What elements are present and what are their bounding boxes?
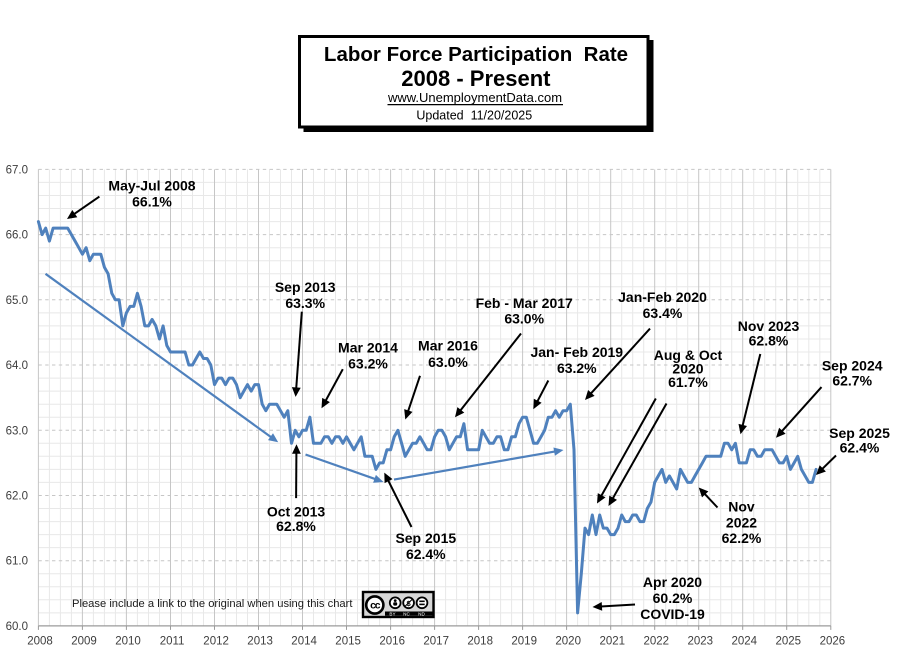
svg-text:ND: ND: [418, 611, 425, 616]
svg-text:2013: 2013: [247, 636, 273, 648]
svg-text:Jan-Feb 2020: Jan-Feb 2020: [618, 289, 707, 305]
svg-text:2026: 2026: [820, 636, 846, 648]
svg-text:$: $: [407, 599, 412, 608]
svg-text:Sep 2024: Sep 2024: [822, 358, 883, 374]
svg-text:Nov 2023: Nov 2023: [738, 318, 800, 334]
svg-text:63.2%: 63.2%: [348, 355, 388, 371]
svg-text:2014: 2014: [291, 636, 317, 648]
svg-text:66.0: 66.0: [6, 230, 28, 242]
svg-text:2020: 2020: [555, 636, 581, 648]
svg-text:2024: 2024: [732, 636, 758, 648]
svg-text:64.0: 64.0: [6, 360, 28, 372]
svg-text:Mar 2016: Mar 2016: [418, 338, 478, 354]
svg-text:2025: 2025: [776, 636, 802, 648]
svg-text:www.UnemploymentData.com: www.UnemploymentData.com: [387, 90, 562, 105]
svg-text:63.0: 63.0: [6, 425, 28, 437]
svg-text:62.7%: 62.7%: [832, 373, 872, 389]
svg-text:2023: 2023: [688, 636, 714, 648]
svg-text:Nov: Nov: [728, 499, 755, 515]
svg-text:Sep 2015: Sep 2015: [395, 530, 456, 546]
svg-text:62.2%: 62.2%: [722, 530, 762, 546]
svg-text:Please include a link to the o: Please include a link to the original wh…: [72, 598, 353, 610]
svg-text:2022: 2022: [644, 636, 670, 648]
svg-text:2010: 2010: [115, 636, 141, 648]
svg-text:2021: 2021: [600, 636, 626, 648]
svg-text:Sep 2013: Sep 2013: [275, 279, 336, 295]
svg-text:2020: 2020: [672, 361, 703, 377]
svg-text:60.0: 60.0: [6, 621, 28, 633]
svg-text:63.4%: 63.4%: [643, 305, 683, 321]
svg-text:63.0%: 63.0%: [428, 354, 468, 370]
svg-text:62.8%: 62.8%: [749, 333, 789, 349]
svg-text:May-Jul 2008: May-Jul 2008: [108, 178, 195, 194]
svg-text:Mar 2014: Mar 2014: [338, 339, 398, 355]
svg-text:BY: BY: [389, 611, 395, 616]
svg-text:2022: 2022: [726, 514, 757, 530]
svg-text:62.0: 62.0: [6, 491, 28, 503]
svg-text:2012: 2012: [203, 636, 229, 648]
svg-text:NC: NC: [403, 611, 410, 616]
svg-text:61.0: 61.0: [6, 556, 28, 568]
svg-text:Jan- Feb 2019: Jan- Feb 2019: [530, 344, 623, 360]
svg-text:2008 - Present: 2008 - Present: [401, 66, 551, 91]
svg-text:62.8%: 62.8%: [276, 518, 316, 534]
svg-text:61.7%: 61.7%: [668, 374, 708, 390]
svg-text:2019: 2019: [511, 636, 537, 648]
svg-text:COVID-19: COVID-19: [640, 606, 705, 622]
svg-text:2017: 2017: [423, 636, 449, 648]
svg-text:Updated 11/20/2025: Updated 11/20/2025: [416, 109, 532, 123]
svg-text:2011: 2011: [160, 636, 185, 648]
svg-text:62.4%: 62.4%: [406, 546, 446, 562]
svg-text:2009: 2009: [71, 636, 97, 648]
svg-text:cc: cc: [370, 600, 381, 612]
svg-text:66.1%: 66.1%: [132, 194, 172, 210]
svg-text:Aug & Oct: Aug & Oct: [654, 347, 723, 363]
svg-text:62.4%: 62.4%: [840, 439, 880, 455]
svg-text:2008: 2008: [27, 636, 53, 648]
svg-text:2018: 2018: [467, 636, 493, 648]
svg-text:2015: 2015: [335, 636, 361, 648]
svg-text:Labor Force Participation Rat: Labor Force Participation Rate: [324, 43, 628, 66]
svg-text:Oct 2013: Oct 2013: [267, 503, 326, 519]
svg-text:65.0: 65.0: [6, 295, 28, 307]
svg-text:Feb - Mar 2017: Feb - Mar 2017: [476, 295, 573, 311]
svg-text:67.0: 67.0: [6, 164, 28, 176]
svg-text:Apr 2020: Apr 2020: [643, 574, 702, 590]
svg-text:63.3%: 63.3%: [285, 295, 325, 311]
svg-text:60.2%: 60.2%: [653, 590, 693, 606]
svg-text:63.0%: 63.0%: [504, 310, 544, 326]
svg-text:63.2%: 63.2%: [557, 360, 597, 376]
svg-text:Sep 2025: Sep 2025: [829, 425, 890, 441]
svg-text:2016: 2016: [379, 636, 405, 648]
